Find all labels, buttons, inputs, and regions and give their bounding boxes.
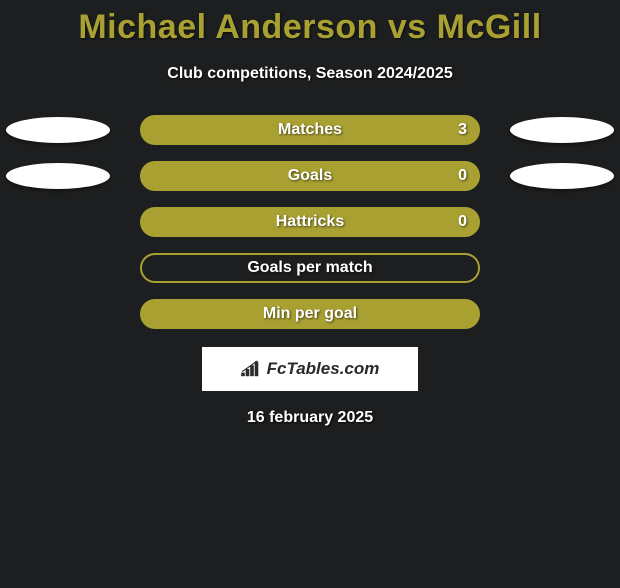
stat-row: Hattricks0 [0, 207, 620, 237]
page-title: Michael Anderson vs McGill [0, 8, 620, 47]
player-ellipse-right [510, 117, 614, 143]
stat-label: Goals [141, 167, 479, 185]
stat-bar: Min per goal [140, 299, 480, 329]
stat-value: 3 [458, 121, 467, 139]
stat-row: Matches3 [0, 115, 620, 145]
stat-row: Min per goal [0, 299, 620, 329]
bar-chart-icon [241, 360, 263, 378]
logo-text: FcTables.com [267, 359, 380, 379]
date-label: 16 february 2025 [0, 409, 620, 427]
stat-label: Min per goal [141, 305, 479, 323]
stat-bar: Hattricks0 [140, 207, 480, 237]
stat-rows: Matches3Goals0Hattricks0Goals per matchM… [0, 115, 620, 329]
stat-row: Goals0 [0, 161, 620, 191]
logo-box: FcTables.com [202, 347, 418, 391]
stat-bar: Matches3 [140, 115, 480, 145]
player-ellipse-right [510, 163, 614, 189]
player-ellipse-left [6, 117, 110, 143]
stat-bar: Goals per match [140, 253, 480, 283]
stat-label: Matches [141, 121, 479, 139]
stat-row: Goals per match [0, 253, 620, 283]
stat-value: 0 [458, 167, 467, 185]
stat-bar: Goals0 [140, 161, 480, 191]
stat-label: Hattricks [141, 213, 479, 231]
player-ellipse-left [6, 163, 110, 189]
stat-label: Goals per match [142, 259, 478, 277]
subtitle: Club competitions, Season 2024/2025 [0, 65, 620, 83]
stat-value: 0 [458, 213, 467, 231]
